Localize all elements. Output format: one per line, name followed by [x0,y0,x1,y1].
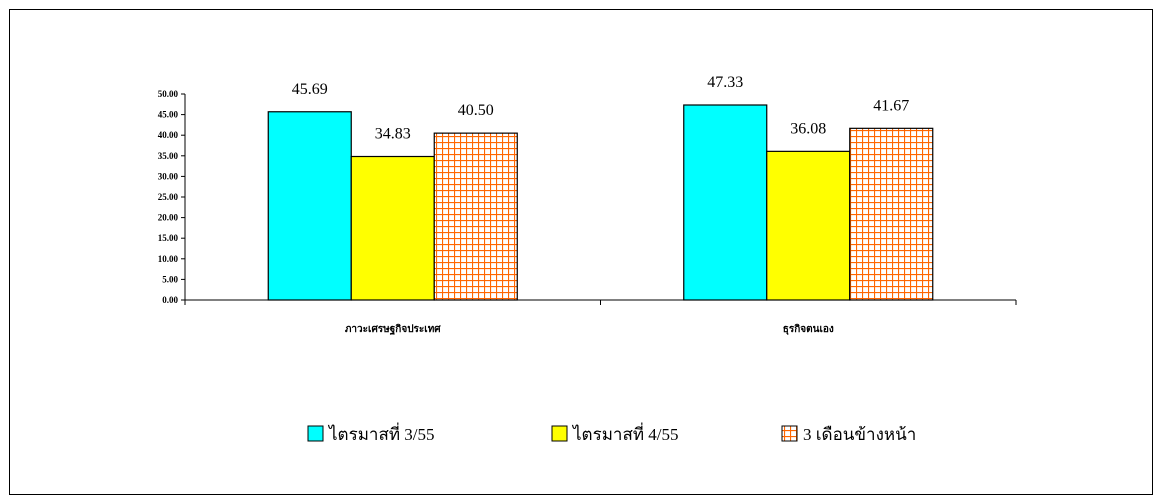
data-label: 40.50 [458,102,494,119]
y-tick-label: 30.00 [158,171,179,181]
category-label: ภาวะเศรษฐกิจประเทศ [345,323,441,335]
bar [267,111,352,301]
y-tick-label: 45.00 [158,110,179,120]
y-tick-label: 10.00 [158,254,179,264]
bar [433,132,518,301]
y-tick-label: 0.00 [162,295,178,305]
bar-chart: 0.00 5.00 10.00 15.00 20.00 25.00 30.00 35.00 40… [158,74,1017,444]
y-tick-label: 40.00 [158,130,179,140]
legend-entry: ไตรมาสที่ 3/55 [327,422,435,444]
y-tick-label: 20.00 [158,213,179,223]
data-label: 36.08 [790,120,826,137]
bar [683,104,768,301]
category-label: ธุรกิจตนเอง [783,323,834,335]
y-tick-label: 15.00 [158,233,179,243]
bar [766,150,851,301]
data-label: 47.33 [707,74,743,91]
legend-swatch [307,425,324,442]
legend-swatch [781,425,798,442]
bar [350,155,435,301]
data-label: 34.83 [375,126,411,143]
y-tick-label: 35.00 [158,151,179,161]
y-tick-label: 50.00 [158,89,179,99]
legend-entry: 3 เดือนข้างหน้า [803,425,916,444]
y-tick-label: 5.00 [162,274,178,284]
bar [849,127,934,301]
chart-frame: 0.00 5.00 10.00 15.00 20.00 25.00 30.00 35.00 40… [9,9,1153,495]
y-tick-label: 25.00 [158,192,179,202]
legend-swatch [551,425,568,442]
legend-entry: ไตรมาสที่ 4/55 [571,422,679,444]
data-label: 41.67 [873,97,909,114]
legend: ไตรมาสที่ 3/55 ไตรมาสที่ 4/55 3 เดือนข้างห… [307,422,916,444]
data-label: 45.69 [292,81,328,98]
plot-area: 0.00 5.00 10.00 15.00 20.00 25.00 30.00 35.00 40… [158,74,1017,335]
